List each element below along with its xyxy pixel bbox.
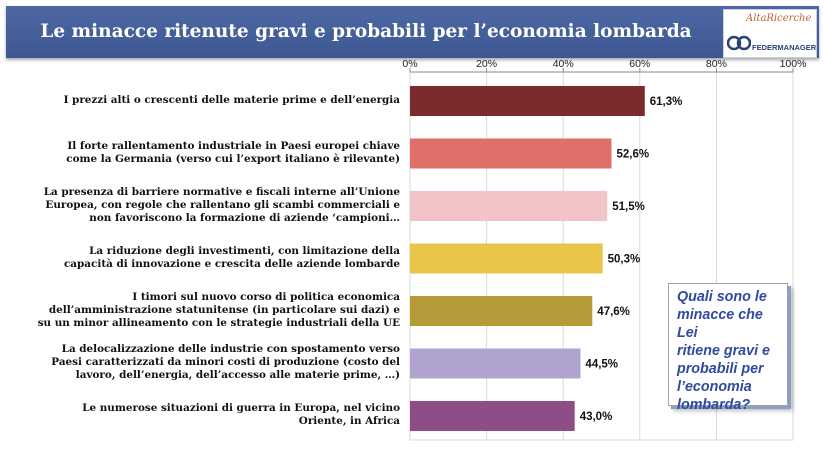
bar bbox=[410, 191, 608, 221]
x-tick-label: 20% bbox=[476, 58, 497, 70]
bar bbox=[410, 401, 575, 431]
question-line: l’economia bbox=[677, 379, 752, 395]
bar bbox=[410, 138, 612, 169]
question-line: lombarda? bbox=[677, 397, 751, 413]
question-line: Quali sono le bbox=[677, 289, 767, 305]
x-tick-label: 60% bbox=[629, 58, 650, 70]
question-line: minacce che Lei bbox=[677, 307, 763, 341]
category-label-line: dell’amministrazione statunitense (in pa… bbox=[48, 303, 400, 316]
category-label-line: come la Germania (verso cui l’export ita… bbox=[66, 152, 400, 165]
chart-title: Le minacce ritenute gravi e probabili pe… bbox=[40, 21, 692, 42]
category-label: Il forte rallentamento industriale in Pa… bbox=[0, 140, 400, 166]
category-label: La presenza di barriere normative e fisc… bbox=[0, 186, 400, 225]
category-label-line: Le numerose situazioni di guerra in Euro… bbox=[82, 402, 400, 414]
x-tick-label: 100% bbox=[780, 58, 807, 70]
title-bar: Le minacce ritenute gravi e probabili pe… bbox=[6, 6, 819, 58]
logo-bottom-text: FEDERMANAGER bbox=[752, 43, 817, 52]
x-tick-label: 80% bbox=[706, 58, 727, 70]
logo-top-text: AltaRicerche bbox=[746, 13, 812, 24]
category-label: La delocalizzazione delle industrie con … bbox=[0, 343, 400, 382]
data-label: 52,6% bbox=[616, 149, 649, 161]
category-label-line: La riduzione degli investimenti, con lim… bbox=[89, 244, 400, 257]
data-label: 61,3% bbox=[650, 96, 683, 108]
category-label-line: I timori sul nuovo corso di politica eco… bbox=[132, 290, 400, 303]
data-label: 51,5% bbox=[612, 201, 645, 213]
bar bbox=[410, 86, 645, 116]
category-label-line: Paesi caratterizzati da minori costi di … bbox=[51, 356, 400, 368]
x-tick-label: 40% bbox=[553, 58, 574, 70]
bar bbox=[410, 296, 593, 326]
category-label-line: su un minor allineamento con le strategi… bbox=[37, 316, 400, 329]
category-label-line: La presenza di barriere normative e fisc… bbox=[43, 185, 400, 198]
category-label-line: non favoriscono la formazione di aziende… bbox=[89, 211, 400, 224]
category-label-line: I prezzi alti o crescenti delle materie … bbox=[63, 93, 400, 106]
data-label: 43,0% bbox=[580, 411, 613, 423]
question-line: ritiene gravi e bbox=[677, 343, 770, 359]
category-label: Le numerose situazioni di guerra in Euro… bbox=[0, 402, 400, 428]
category-label: I timori sul nuovo corso di politica eco… bbox=[0, 291, 400, 330]
question-box: Quali sono le minacce che Lei ritiene grav… bbox=[668, 283, 788, 413]
data-label: 44,5% bbox=[585, 359, 618, 371]
x-tick-label: 0% bbox=[402, 58, 417, 70]
category-label-line: La delocalizzazione delle industrie con … bbox=[61, 343, 400, 355]
category-label: I prezzi alti o crescenti delle materie … bbox=[0, 94, 400, 107]
logo-mark-icon bbox=[727, 35, 751, 51]
bar bbox=[410, 348, 581, 379]
category-label: La riduzione degli investimenti, con lim… bbox=[0, 245, 400, 271]
category-label-line: Il forte rallentamento industriale in Pa… bbox=[67, 139, 400, 152]
category-label-line: Oriente, in Africa bbox=[298, 415, 400, 427]
data-label: 47,6% bbox=[597, 306, 630, 318]
category-label-line: lavoro, dell’energia, dell’accesso alle … bbox=[75, 369, 400, 381]
category-label-line: capacità di innovazione e crescita delle… bbox=[63, 257, 400, 270]
question-line: probabili per bbox=[677, 361, 764, 377]
data-label: 50,3% bbox=[608, 254, 641, 266]
logo: AltaRicerche FEDERMANAGER bbox=[723, 9, 817, 58]
bar bbox=[410, 243, 603, 274]
category-label-line: Europea, con regole che rallentano gli s… bbox=[45, 198, 400, 211]
